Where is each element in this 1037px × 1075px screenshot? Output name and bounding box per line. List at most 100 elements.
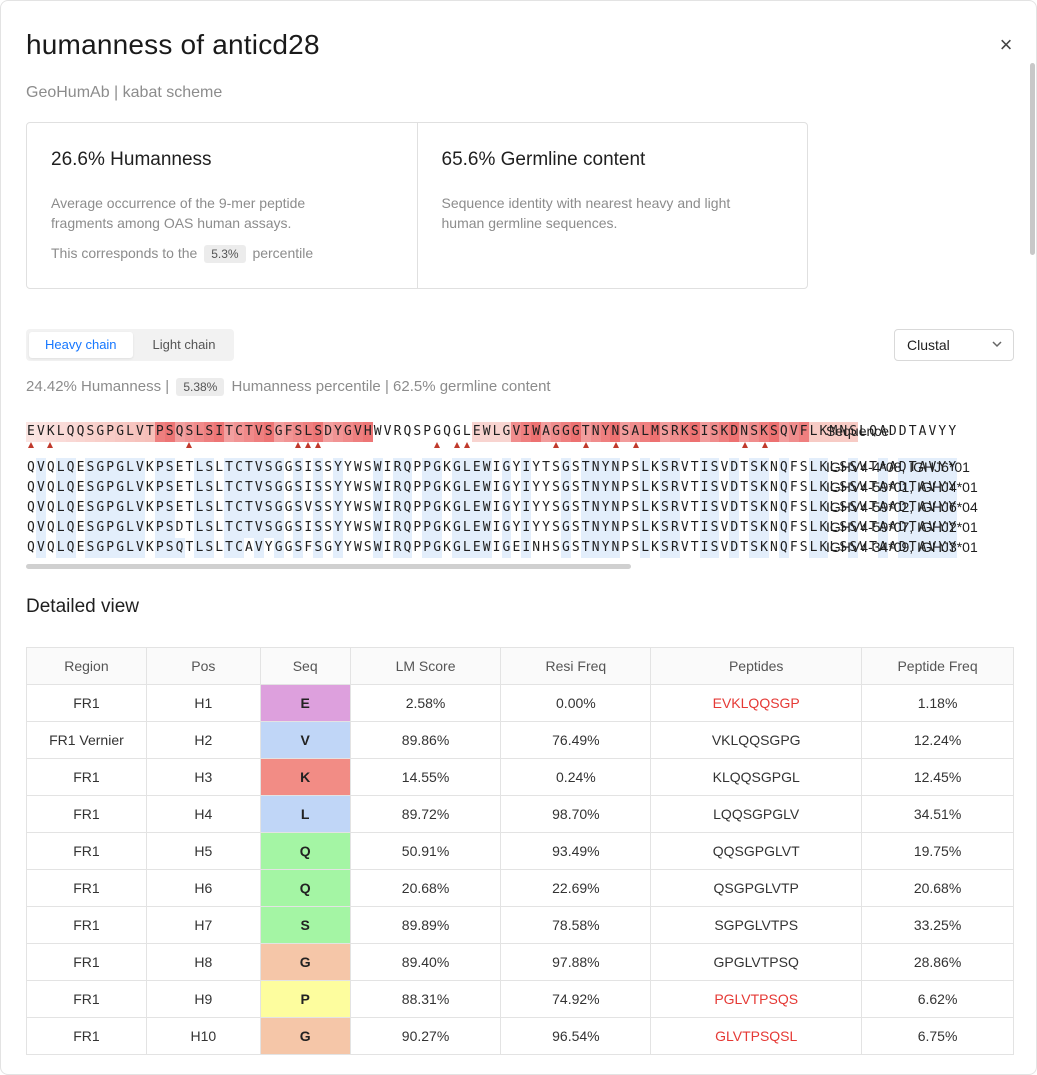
germline-residue: Q xyxy=(174,538,185,558)
germline-residue: A xyxy=(888,520,897,535)
tab-light-chain[interactable]: Light chain xyxy=(152,337,216,352)
germline-residue: I xyxy=(383,540,392,555)
table-header-row: Region Pos Seq LM Score Resi Freq Peptid… xyxy=(26,647,1014,685)
chevron-down-icon xyxy=(991,330,1003,371)
germline-residue: S xyxy=(571,500,580,515)
germline-residue: G xyxy=(501,498,512,518)
germline-residue: G xyxy=(115,478,126,498)
germline-residue: E xyxy=(76,480,85,495)
germline-residue: P xyxy=(154,478,165,498)
germline-residue: G xyxy=(451,518,462,538)
germline-residue: V xyxy=(680,540,689,555)
germline-residue: K xyxy=(651,540,659,555)
pos-cell: H10 xyxy=(145,1017,261,1055)
close-icon[interactable]: × xyxy=(999,32,1013,57)
residue: T xyxy=(144,422,155,442)
germline-residue: A xyxy=(877,478,888,498)
germline-residue: P xyxy=(154,498,165,518)
germline-residue: D xyxy=(729,538,740,558)
alignment-scheme-select[interactable]: Clustal xyxy=(894,329,1014,361)
germline-residue: S xyxy=(571,480,580,495)
horizontal-scrollbar[interactable] xyxy=(26,564,631,569)
table-row[interactable]: FR1 H10 G 90.27% 96.54% GLVTPSQSL 6.75% xyxy=(26,1017,1014,1055)
region-cell: FR1 xyxy=(26,869,147,907)
germline-residue: S xyxy=(571,520,580,535)
modal-subtitle: GeoHumAb | kabat scheme xyxy=(26,84,223,101)
tab-heavy-chain[interactable]: Heavy chain xyxy=(29,332,133,358)
resi-freq-cell: 98.70% xyxy=(500,795,652,833)
table-row[interactable]: FR1 H8 G 89.40% 97.88% GPGLVTPSQ 28.86% xyxy=(26,943,1014,981)
col-peptide-freq: Peptide Freq xyxy=(861,647,1014,685)
germline-label: IGHV4-59*02, IGHJ6*04 xyxy=(826,499,978,515)
germline-residue: I xyxy=(383,460,392,475)
residue: C xyxy=(234,422,244,442)
lm-score-cell: 89.89% xyxy=(349,906,502,944)
residue: L xyxy=(491,422,502,442)
germline-residue: V xyxy=(253,538,264,558)
germline-residue: L xyxy=(215,500,224,515)
germline-residue: S xyxy=(313,458,324,478)
germline-residue: W xyxy=(353,500,362,515)
germline-residue: I xyxy=(492,460,501,475)
germline-residue: S xyxy=(839,460,848,475)
table-row[interactable]: FR1 H4 L 89.72% 98.70% LQQSGPGLV 34.51% xyxy=(26,795,1014,833)
peptide-freq-cell: 20.68% xyxy=(861,869,1014,907)
chain-segmented-control: Heavy chain Light chain xyxy=(26,329,235,361)
germline-residue: S xyxy=(363,520,372,535)
residue: S xyxy=(413,424,422,439)
germline-residue: L xyxy=(640,498,651,518)
germline-residue: Y xyxy=(512,500,521,515)
germline-residue: V xyxy=(680,460,689,475)
residue: F xyxy=(798,422,809,442)
germline-residue: Y xyxy=(600,458,611,478)
table-row[interactable]: FR1 H9 P 88.31% 74.92% PGLVTPSQS 6.62% xyxy=(26,980,1014,1018)
germline-residue: S xyxy=(709,458,720,478)
germline-residue: Y xyxy=(333,458,343,478)
germline-title: 65.6% Germline content xyxy=(441,149,646,170)
germline-residue: G xyxy=(451,478,462,498)
lm-score-cell: 89.72% xyxy=(349,795,502,833)
germline-residue: S xyxy=(313,518,324,538)
germline-residue: V xyxy=(134,458,145,478)
germline-residue: G xyxy=(284,460,293,475)
residue: M xyxy=(828,422,839,442)
vertical-scrollbar[interactable] xyxy=(1030,63,1035,255)
germline-residue: G xyxy=(560,458,571,478)
germline-residue: T xyxy=(740,540,749,555)
germline-residue: L xyxy=(194,538,205,558)
peptide-cell: VKLQQSGPG xyxy=(650,721,863,759)
table-row[interactable]: FR1 H3 K 14.55% 0.24% KLQQSGPGL 12.45% xyxy=(26,758,1014,796)
germline-residue: W xyxy=(481,478,492,498)
table-row[interactable]: FR1 H6 Q 20.68% 22.69% QSGPGLVTP 20.68% xyxy=(26,869,1014,907)
germline-residue: R xyxy=(669,518,680,538)
table-row[interactable]: FR1 Vernier H2 V 89.86% 76.49% VKLQQSGPG 12.24… xyxy=(26,721,1014,759)
germline-residue: L xyxy=(461,478,472,498)
germline-residue: L xyxy=(125,498,135,518)
germline-residue: V xyxy=(35,518,46,538)
residue: S xyxy=(689,422,700,442)
table-row[interactable]: FR1 H1 E 2.58% 0.00% EVKLQQSGP 1.18% xyxy=(26,684,1014,722)
germline-residue: V xyxy=(859,500,867,515)
residue: P xyxy=(154,422,165,442)
germline-residue: S xyxy=(85,458,96,478)
residue: T xyxy=(243,422,254,442)
germline-residue: S xyxy=(631,520,640,535)
seq-cell: L xyxy=(259,795,351,833)
germline-residue: G xyxy=(273,498,284,518)
germline-residue: L xyxy=(640,538,651,558)
col-resi-freq: Resi Freq xyxy=(500,647,652,685)
germline-residue: G xyxy=(451,498,462,518)
table-row[interactable]: FR1 H5 Q 50.91% 93.49% QQSGPGLVT 19.75% xyxy=(26,832,1014,870)
germline-residue: S xyxy=(631,460,640,475)
germline-residue: L xyxy=(829,520,838,535)
germline-residue: S xyxy=(363,540,372,555)
germline-residue: D xyxy=(897,458,908,478)
germline-residue: K xyxy=(443,520,451,535)
mismatch-marker-icon xyxy=(632,442,639,448)
germline-residue: L xyxy=(215,480,224,495)
germline-residue: Y xyxy=(937,498,948,518)
germline-residue: L xyxy=(808,478,819,498)
table-row[interactable]: FR1 H7 S 89.89% 78.58% SGPGLVTPS 33.25% xyxy=(26,906,1014,944)
germline-residue: S xyxy=(709,518,720,538)
germline-residue: T xyxy=(542,460,550,475)
